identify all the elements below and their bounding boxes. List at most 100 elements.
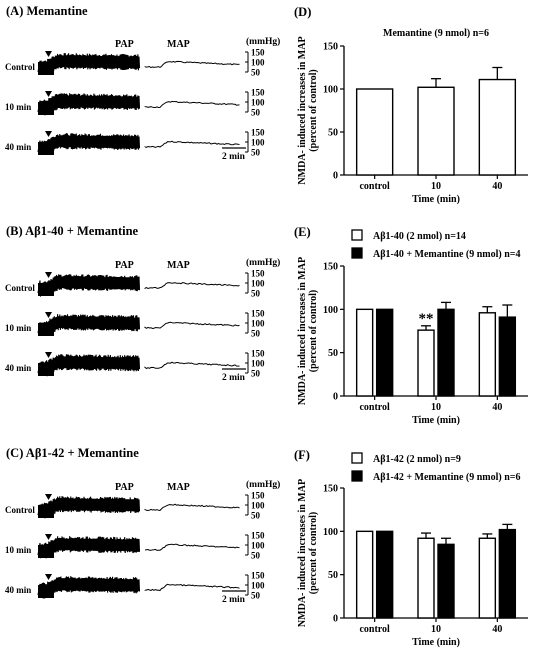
legend-swatch <box>351 452 363 464</box>
pap-label: PAP <box>115 482 134 493</box>
scale-tick-label: 50 <box>251 591 261 601</box>
panel-label: (E) <box>294 225 311 239</box>
scale-tick-label: 50 <box>251 511 261 521</box>
injection-marker-icon <box>45 494 52 500</box>
bar <box>355 308 374 397</box>
pap-trace <box>37 93 141 116</box>
significance-marker: ** <box>419 311 434 327</box>
pap-trace <box>37 274 141 297</box>
bar <box>355 530 374 619</box>
bar <box>437 308 455 397</box>
scale-tick-label: 50 <box>251 551 261 561</box>
scale-tick-label: 100 <box>251 98 265 108</box>
legend-label: Aβ1-40 (2 nmol) n=14 <box>373 231 466 242</box>
y-axis-label-line: NMDA- induced increases in MAP <box>297 257 308 405</box>
legend-swatch <box>351 229 363 241</box>
scale-tick-label: 100 <box>251 279 265 289</box>
map-label: MAP <box>167 39 190 50</box>
bar-chart-0: (D) Memantine (9 nmol) n=6 0 50 100 150 NMDA- … <box>294 5 528 205</box>
x-tick-label: 10 <box>431 402 441 413</box>
map-trace <box>144 100 240 109</box>
x-axis-label: Time (min) <box>412 194 460 205</box>
pap-baseline-block <box>38 323 54 336</box>
x-tick-label: 40 <box>492 402 502 413</box>
x-tick-label: 10 <box>431 181 441 192</box>
bar <box>498 316 517 397</box>
legend-swatch <box>351 470 363 482</box>
y-tick-label: 0 <box>333 614 338 625</box>
legend-swatch <box>351 247 363 259</box>
y-tick-label: 100 <box>323 85 338 96</box>
row-label: 40 min <box>5 363 31 373</box>
y-tick-label: 0 <box>333 171 338 182</box>
y-tick-label: 100 <box>323 305 338 316</box>
injection-marker-icon <box>45 312 52 318</box>
row-label: Control <box>5 283 35 293</box>
pap-trace <box>37 536 141 559</box>
unit-label: (mmHg) <box>246 257 280 268</box>
scale-tick-label: 150 <box>251 349 265 359</box>
x-axis-label: Time (min) <box>412 415 460 426</box>
scale-tick-label: 150 <box>251 309 265 319</box>
map-trace <box>144 503 240 512</box>
y-tick-label: 150 <box>323 42 338 53</box>
bar <box>498 528 517 619</box>
pap-baseline-block <box>38 505 54 518</box>
x-axis-label: Time (min) <box>412 637 460 648</box>
map-label: MAP <box>167 260 190 271</box>
legend-label: Aβ1-42 (2 nmol) n=9 <box>373 454 461 465</box>
y-tick-label: 50 <box>328 128 338 139</box>
pap-baseline-block <box>38 62 54 75</box>
scale-tick-label: 150 <box>251 571 265 581</box>
unit-label: (mmHg) <box>246 479 280 490</box>
panel-label: (D) <box>294 5 311 19</box>
scale-tick-label: 150 <box>251 128 265 138</box>
unit-label: (mmHg) <box>246 36 280 47</box>
scale-tick-label: 150 <box>251 531 265 541</box>
y-tick-label: 50 <box>328 348 338 359</box>
bar <box>437 543 455 619</box>
scale-tick-label: 150 <box>251 88 265 98</box>
scale-tick-label: 100 <box>251 319 265 329</box>
bar <box>375 308 394 397</box>
time-scale-label: 2 min <box>222 373 246 383</box>
pap-baseline-block <box>38 283 54 296</box>
map-trace <box>144 60 240 69</box>
y-tick-label: 150 <box>323 262 338 273</box>
y-axis-label: NMDA- induced increases in MAP(percent o… <box>297 257 319 405</box>
injection-marker-icon <box>45 352 52 358</box>
y-tick-label: 100 <box>323 527 338 538</box>
bar-chart-2: (F) Aβ1-42 (2 nmol) n=9 Aβ1-42 + Memantine… <box>294 448 528 648</box>
y-axis-label: NMDA- induced increases in MAP(percent o… <box>297 479 319 627</box>
pap-label: PAP <box>115 260 134 271</box>
injection-marker-icon <box>45 534 52 540</box>
x-tick-label: 40 <box>492 181 502 192</box>
y-tick-label: 50 <box>328 570 338 581</box>
y-axis-label-line: NMDA- induced increases in MAP <box>297 36 308 184</box>
x-tick-label: control <box>359 402 390 413</box>
scale-tick-label: 100 <box>251 581 265 591</box>
row-label: 10 min <box>5 323 31 333</box>
bar <box>417 537 435 619</box>
injection-marker-icon <box>45 91 52 97</box>
y-axis-label-line: NMDA- induced increases in MAP <box>297 479 308 627</box>
scale-tick-label: 50 <box>251 329 261 339</box>
row-label: Control <box>5 505 35 515</box>
y-tick-label: 150 <box>323 484 338 495</box>
y-axis-label-line: (percent of control) <box>308 290 319 372</box>
time-scale-label: 2 min <box>222 595 246 605</box>
bar <box>417 329 435 397</box>
y-axis-label-line: (percent of control) <box>308 512 319 594</box>
scale-tick-label: 50 <box>251 289 261 299</box>
pap-trace <box>37 53 141 75</box>
scale-tick-label: 50 <box>251 68 261 78</box>
injection-marker-icon <box>45 574 52 580</box>
pap-trace <box>37 354 141 377</box>
